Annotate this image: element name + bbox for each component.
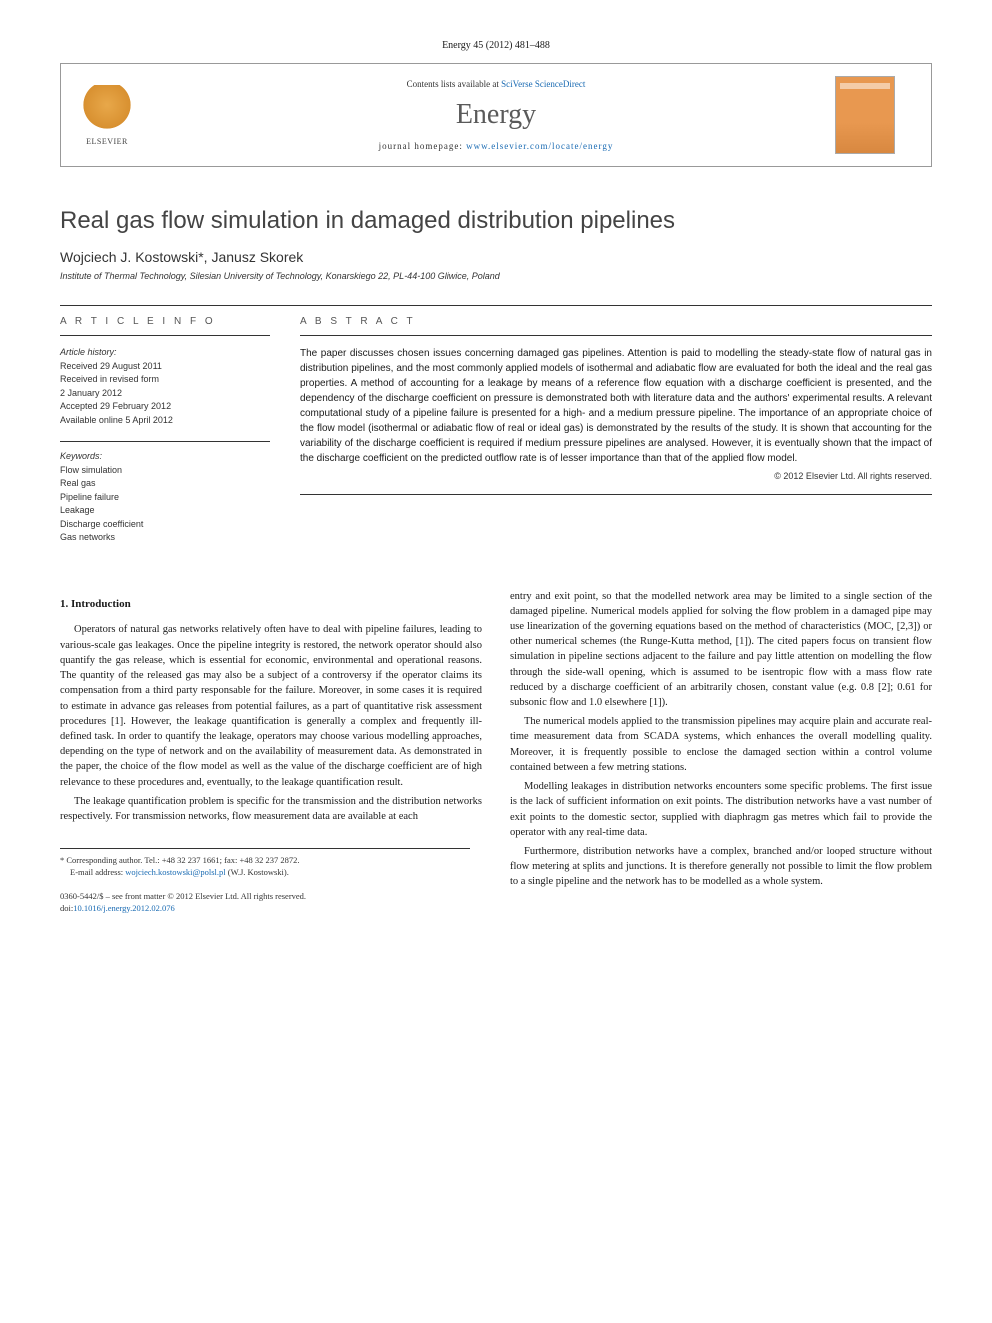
paragraph-text: Furthermore, distribution networks have …: [510, 846, 932, 887]
body-paragraph: The leakage quantification problem is sp…: [60, 794, 482, 824]
issn-line: 0360-5442/$ – see front matter © 2012 El…: [60, 891, 470, 903]
body-paragraph: The numerical models applied to the tran…: [510, 714, 932, 775]
keywords-label: Keywords:: [60, 450, 270, 464]
body-paragraph: Furthermore, distribution networks have …: [510, 844, 932, 890]
history-item: 2 January 2012: [60, 388, 122, 398]
email-label: E-mail address:: [70, 867, 125, 877]
paragraph-text: Modelling leakages in distribution netwo…: [510, 781, 932, 838]
citation-line: Energy 45 (2012) 481–488: [60, 40, 932, 51]
article-title: Real gas flow simulation in damaged dist…: [60, 207, 932, 235]
publisher-logo-block: ELSEVIER: [77, 80, 157, 150]
affiliation-line: Institute of Thermal Technology, Silesia…: [60, 271, 932, 281]
elsevier-logo-icon: ELSEVIER: [77, 80, 137, 150]
paragraph-text: entry and exit point, so that the modell…: [510, 591, 932, 709]
contents-available-line: Contents lists available at SciVerse Sci…: [157, 79, 835, 89]
keyword-item: Pipeline failure: [60, 492, 119, 502]
homepage-prefix: journal homepage:: [379, 141, 466, 151]
body-paragraph: Operators of natural gas networks relati…: [60, 622, 482, 789]
email-suffix: (W.J. Kostowski).: [226, 867, 289, 877]
publisher-name: ELSEVIER: [86, 137, 128, 146]
journal-cover-block: [835, 76, 915, 154]
keyword-item: Flow simulation: [60, 465, 122, 475]
homepage-line: journal homepage: www.elsevier.com/locat…: [157, 141, 835, 151]
paragraph-text: The leakage quantification problem is sp…: [60, 796, 482, 822]
body-columns: 1. Introduction Operators of natural gas…: [60, 589, 932, 915]
header-center: Contents lists available at SciVerse Sci…: [157, 79, 835, 151]
sciverse-link[interactable]: SciVerse ScienceDirect: [501, 79, 585, 89]
abstract-text: The paper discusses chosen issues concer…: [300, 346, 932, 495]
intro-heading: 1. Introduction: [60, 597, 482, 613]
history-item: Received 29 August 2011: [60, 361, 162, 371]
journal-name: Energy: [157, 99, 835, 131]
body-column-right: entry and exit point, so that the modell…: [510, 589, 932, 915]
paragraph-text: Operators of natural gas networks relati…: [60, 624, 482, 787]
body-column-left: 1. Introduction Operators of natural gas…: [60, 589, 482, 915]
body-paragraph: Modelling leakages in distribution netwo…: [510, 779, 932, 840]
history-item: Received in revised form: [60, 374, 159, 384]
footer-notes: * Corresponding author. Tel.: +48 32 237…: [60, 848, 470, 914]
abstract-label: A B S T R A C T: [300, 316, 932, 336]
info-abstract-row: A R T I C L E I N F O Article history: R…: [60, 305, 932, 559]
journal-header: ELSEVIER Contents lists available at Sci…: [60, 63, 932, 167]
keywords-block: Keywords: Flow simulation Real gas Pipel…: [60, 441, 270, 545]
keyword-item: Real gas: [60, 478, 96, 488]
corresponding-author: * Corresponding author. Tel.: +48 32 237…: [60, 855, 470, 867]
homepage-url[interactable]: www.elsevier.com/locate/energy: [466, 141, 613, 151]
elsevier-tree-icon: [82, 85, 132, 135]
body-paragraph: entry and exit point, so that the modell…: [510, 589, 932, 711]
doi-prefix: doi:: [60, 903, 73, 913]
doi-link[interactable]: 10.1016/j.energy.2012.02.076: [73, 903, 175, 913]
abstract-body: The paper discusses chosen issues concer…: [300, 348, 932, 464]
journal-cover-icon: [835, 76, 895, 154]
history-label: Article history:: [60, 346, 270, 360]
article-history: Article history: Received 29 August 2011…: [60, 346, 270, 427]
paragraph-text: The numerical models applied to the tran…: [510, 716, 932, 773]
keyword-item: Leakage: [60, 505, 95, 515]
keyword-item: Gas networks: [60, 532, 115, 542]
article-info-column: A R T I C L E I N F O Article history: R…: [60, 306, 270, 559]
article-info-label: A R T I C L E I N F O: [60, 316, 270, 336]
history-item: Available online 5 April 2012: [60, 415, 173, 425]
authors-line: Wojciech J. Kostowski*, Janusz Skorek: [60, 249, 932, 265]
contents-prefix: Contents lists available at: [407, 79, 501, 89]
history-item: Accepted 29 February 2012: [60, 401, 171, 411]
doi-line: doi:10.1016/j.energy.2012.02.076: [60, 903, 470, 915]
copyright-line: © 2012 Elsevier Ltd. All rights reserved…: [300, 470, 932, 484]
author-email[interactable]: wojciech.kostowski@polsl.pl: [125, 867, 225, 877]
email-line: E-mail address: wojciech.kostowski@polsl…: [60, 867, 470, 879]
keyword-item: Discharge coefficient: [60, 519, 143, 529]
abstract-column: A B S T R A C T The paper discusses chos…: [300, 306, 932, 559]
